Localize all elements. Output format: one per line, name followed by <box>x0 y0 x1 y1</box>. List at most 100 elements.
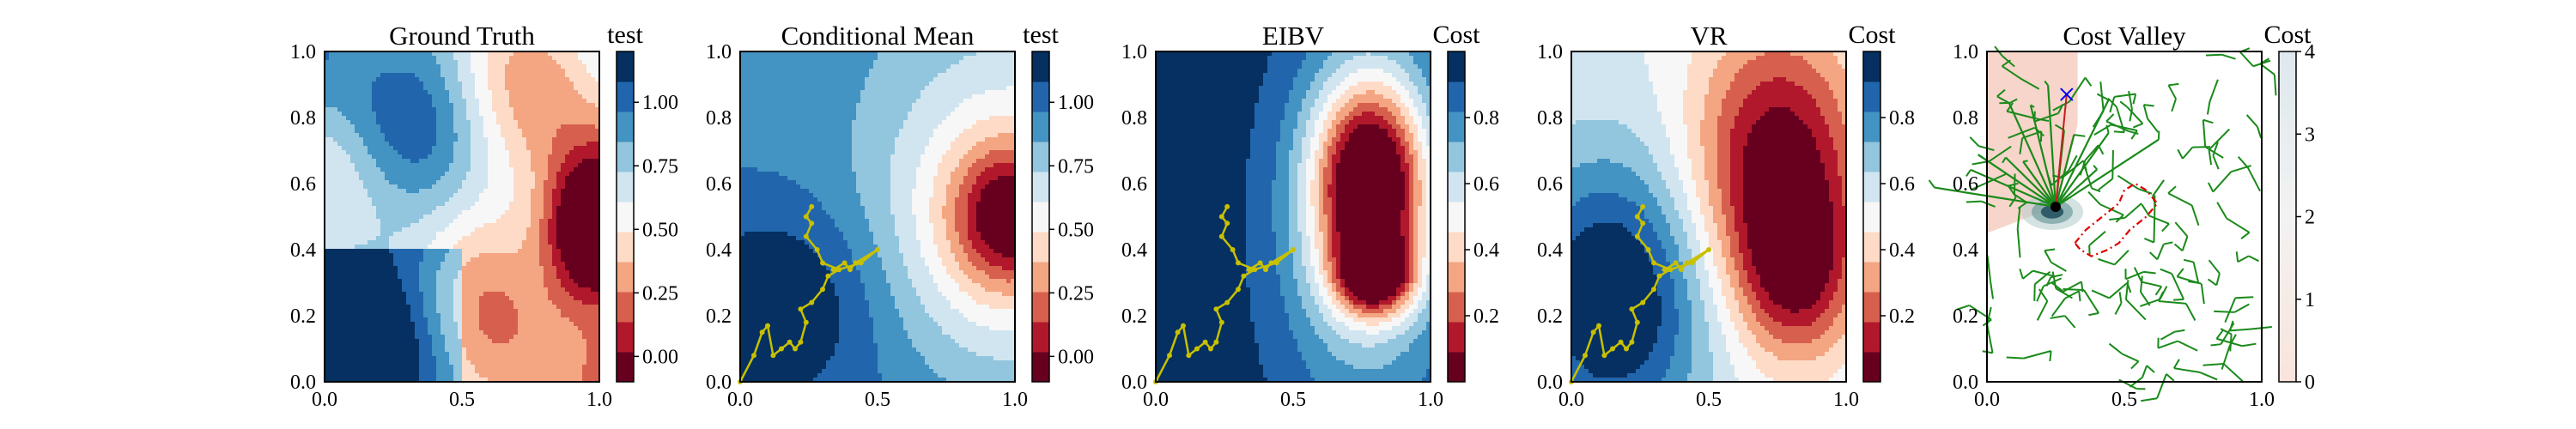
heatmap-cell <box>449 73 454 78</box>
heatmap-cell <box>372 197 377 202</box>
heatmap-cell <box>389 86 394 91</box>
heatmap-cell <box>368 206 373 211</box>
heatmap-cell <box>380 124 386 130</box>
heatmap-cell <box>466 86 471 91</box>
heatmap-cell <box>402 159 407 164</box>
heatmap-cell <box>488 223 493 228</box>
heatmap-cell <box>501 219 506 224</box>
heatmap-cell <box>376 210 381 215</box>
heatmap-cell <box>522 172 527 177</box>
heatmap-cell <box>569 133 574 138</box>
heatmap-cell <box>462 262 467 267</box>
heatmap-cell <box>569 223 574 228</box>
heatmap-cell <box>548 60 553 65</box>
heatmap-cell <box>423 279 428 284</box>
heatmap-cell <box>535 94 540 100</box>
heatmap-cell <box>402 223 407 228</box>
heatmap-cell <box>325 373 330 378</box>
heatmap-cell <box>574 154 579 160</box>
heatmap-cell <box>380 56 386 61</box>
heatmap-cell <box>337 60 343 65</box>
heatmap-cell <box>539 137 544 142</box>
heatmap-cell <box>496 347 501 353</box>
heatmap-cell <box>501 305 506 310</box>
heatmap-cell <box>466 197 471 202</box>
heatmap-cell <box>449 90 454 95</box>
heatmap-cell <box>569 159 574 164</box>
heatmap-cell <box>501 373 506 378</box>
heatmap-cell <box>569 86 574 91</box>
heatmap-cell <box>359 150 364 155</box>
heatmap-cell <box>522 107 527 112</box>
heatmap-cell <box>337 154 343 160</box>
heatmap-cell <box>432 305 437 310</box>
heatmap-cell <box>415 69 420 74</box>
heatmap-cell <box>522 77 527 82</box>
heatmap-cell <box>428 184 433 190</box>
heatmap-cell <box>462 232 467 237</box>
heatmap-cell <box>522 56 527 61</box>
heatmap-cell <box>359 257 364 263</box>
heatmap-cell <box>565 322 570 327</box>
heatmap-cell <box>475 146 480 151</box>
heatmap-cell <box>535 227 540 233</box>
heatmap-cell <box>518 305 523 310</box>
heatmap-cell <box>449 227 454 233</box>
colorbar-tick-label: 0.50 <box>642 219 678 241</box>
heatmap-cell <box>393 369 398 374</box>
heatmap-cell <box>359 287 364 293</box>
heatmap-cell <box>453 287 459 293</box>
heatmap-cell <box>355 223 360 228</box>
heatmap-cell <box>586 369 592 374</box>
heatmap-cell <box>410 309 416 314</box>
heatmap-cell <box>483 73 489 78</box>
heatmap-cell <box>363 352 368 357</box>
heatmap-cell <box>483 197 489 202</box>
heatmap-cell <box>595 309 600 314</box>
axes-frame <box>324 51 600 383</box>
heatmap-cell <box>565 232 570 237</box>
y-tick-label: 0.2 <box>290 305 316 328</box>
heatmap-cell <box>458 219 463 224</box>
heatmap-cell <box>518 365 523 370</box>
heatmap-cell <box>582 163 587 168</box>
heatmap-cell <box>518 124 523 130</box>
heatmap-cell <box>329 167 334 172</box>
heatmap-cell <box>432 232 437 237</box>
heatmap-cell <box>389 322 394 327</box>
heatmap-cell <box>552 330 557 335</box>
heatmap-cell <box>419 322 424 327</box>
heatmap-cell <box>526 309 532 314</box>
heatmap-cell <box>449 305 454 310</box>
heatmap-cell <box>359 210 364 215</box>
heatmap-cell <box>372 266 377 271</box>
heatmap-cell <box>552 82 557 87</box>
heatmap-cell <box>586 82 592 87</box>
heatmap-cell <box>496 283 501 288</box>
heatmap-cell <box>415 309 420 314</box>
heatmap-cell <box>402 176 407 181</box>
heatmap-cell <box>595 77 600 82</box>
heatmap-cell <box>501 330 506 335</box>
heatmap-cell <box>393 86 398 91</box>
heatmap-cell <box>428 103 433 108</box>
heatmap-cell <box>419 347 424 353</box>
heatmap-cell <box>496 373 501 378</box>
heatmap-cell <box>423 82 428 87</box>
heatmap-cell <box>329 240 334 245</box>
heatmap-cell <box>509 339 514 344</box>
heatmap-cell <box>458 90 463 95</box>
heatmap-cell <box>445 90 450 95</box>
heatmap-cell <box>552 133 557 138</box>
heatmap-cell <box>355 142 360 147</box>
heatmap-cell <box>496 326 501 331</box>
heatmap-cell <box>466 210 471 215</box>
heatmap-cell <box>337 232 343 237</box>
heatmap-cell <box>410 189 416 194</box>
heatmap-cell <box>509 287 514 293</box>
heatmap-cell <box>415 172 420 177</box>
heatmap-cell <box>342 360 347 366</box>
heatmap-cell <box>539 116 544 121</box>
heatmap-cell <box>363 197 368 202</box>
heatmap-cell <box>402 150 407 155</box>
